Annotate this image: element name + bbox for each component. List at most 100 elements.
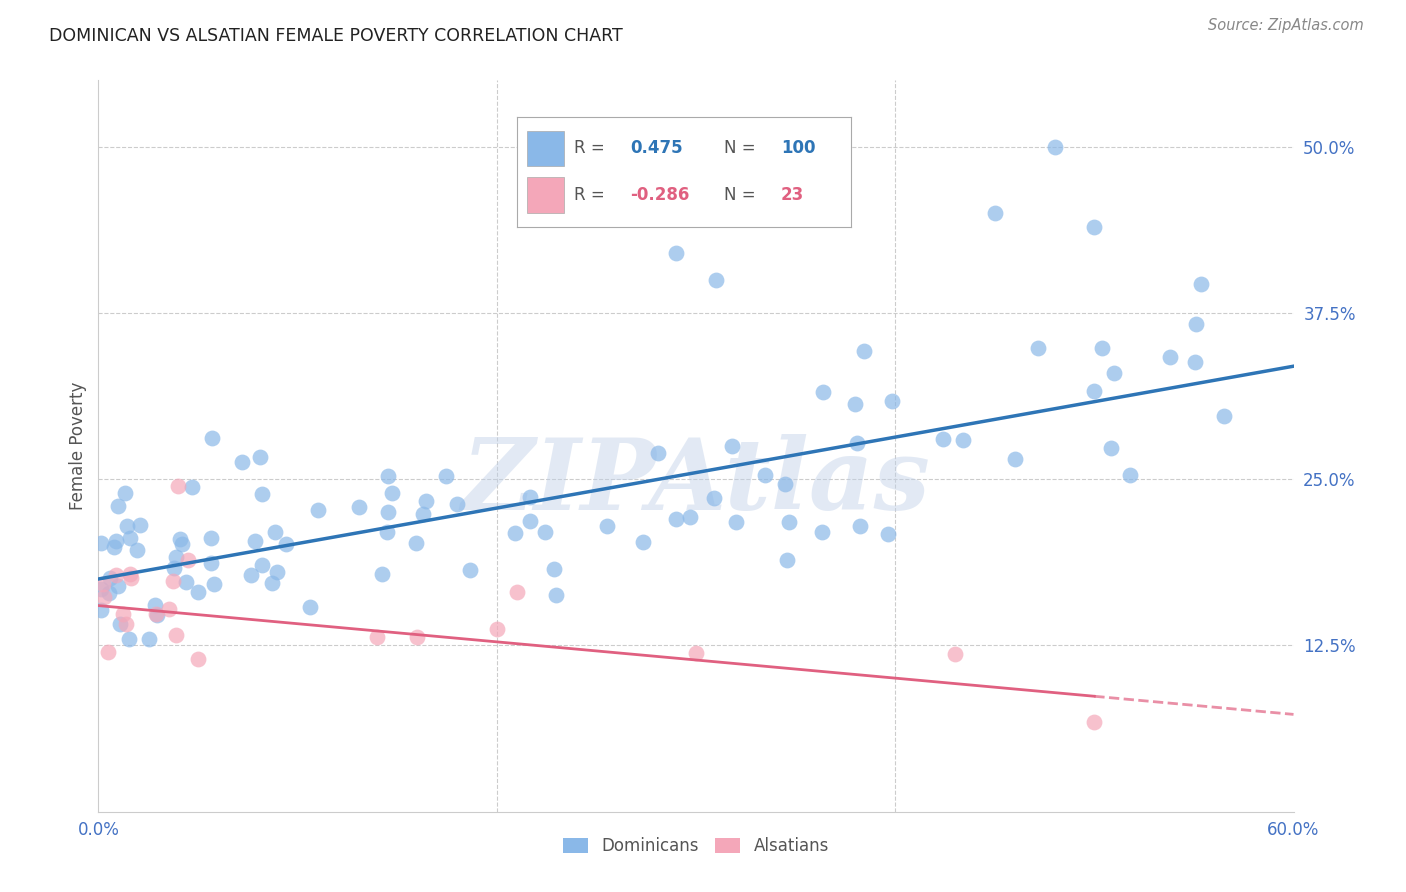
Point bbox=[882, 393, 904, 408]
Point bbox=[249, 450, 271, 465]
Point bbox=[1083, 714, 1105, 729]
Point bbox=[370, 566, 392, 581]
Point bbox=[90, 582, 112, 596]
Point bbox=[90, 603, 112, 617]
Point bbox=[260, 575, 283, 590]
Point bbox=[201, 432, 224, 446]
Point bbox=[776, 553, 799, 567]
Point bbox=[519, 491, 541, 505]
Point bbox=[1004, 452, 1026, 467]
Point bbox=[105, 568, 128, 582]
Point bbox=[276, 537, 298, 551]
Point bbox=[120, 531, 142, 545]
Point bbox=[169, 532, 191, 546]
Point bbox=[685, 646, 707, 660]
Point bbox=[1099, 441, 1122, 455]
Point bbox=[1184, 355, 1206, 369]
Point bbox=[1083, 384, 1105, 399]
Point bbox=[108, 617, 131, 632]
Point bbox=[115, 519, 138, 533]
Point bbox=[543, 562, 565, 576]
Point bbox=[176, 553, 198, 567]
Point bbox=[120, 571, 142, 585]
Point bbox=[107, 579, 129, 593]
Point bbox=[187, 652, 209, 666]
Point bbox=[754, 467, 776, 482]
Point bbox=[200, 531, 222, 545]
Point bbox=[534, 525, 557, 540]
Point bbox=[163, 561, 186, 575]
Point bbox=[724, 173, 747, 187]
Point bbox=[112, 607, 135, 621]
Point bbox=[157, 602, 180, 616]
Y-axis label: Female Poverty: Female Poverty bbox=[69, 382, 87, 510]
Point bbox=[1043, 140, 1066, 154]
Point bbox=[245, 534, 267, 549]
Point bbox=[174, 574, 197, 589]
Point bbox=[849, 519, 872, 533]
Point bbox=[250, 487, 273, 501]
Point bbox=[844, 397, 866, 411]
Point bbox=[1091, 341, 1114, 355]
Point bbox=[143, 598, 166, 612]
Point bbox=[129, 518, 152, 533]
Point bbox=[724, 516, 747, 530]
Point bbox=[952, 433, 974, 447]
Point bbox=[170, 537, 193, 551]
Point bbox=[104, 534, 127, 549]
Point bbox=[943, 647, 966, 661]
Point bbox=[1119, 467, 1142, 482]
Point bbox=[853, 344, 876, 359]
Point bbox=[811, 384, 834, 399]
Point bbox=[1083, 219, 1105, 234]
Point bbox=[98, 571, 121, 585]
Point bbox=[93, 590, 115, 604]
Point bbox=[145, 607, 167, 622]
Point bbox=[544, 588, 567, 602]
Point bbox=[97, 645, 120, 659]
Point bbox=[103, 540, 125, 554]
Legend: Dominicans, Alsatians: Dominicans, Alsatians bbox=[557, 830, 835, 862]
Point bbox=[375, 524, 398, 539]
Point bbox=[596, 519, 619, 533]
Point bbox=[503, 525, 526, 540]
Point bbox=[118, 566, 141, 581]
Point bbox=[846, 436, 869, 450]
Point bbox=[406, 630, 429, 644]
Point bbox=[485, 622, 508, 636]
Point bbox=[876, 526, 898, 541]
Point bbox=[381, 485, 404, 500]
Point bbox=[231, 455, 253, 469]
Point bbox=[266, 565, 288, 579]
Point bbox=[1185, 318, 1208, 332]
Point bbox=[165, 549, 187, 564]
Point bbox=[366, 630, 388, 644]
Point bbox=[984, 206, 1007, 220]
Point bbox=[202, 576, 225, 591]
Point bbox=[679, 510, 702, 524]
Text: Source: ZipAtlas.com: Source: ZipAtlas.com bbox=[1208, 18, 1364, 33]
Text: ZIPAtlas: ZIPAtlas bbox=[461, 434, 931, 531]
Point bbox=[98, 586, 121, 600]
Point bbox=[377, 469, 399, 483]
Point bbox=[145, 607, 167, 622]
Point bbox=[665, 246, 688, 260]
Point bbox=[167, 479, 190, 493]
Point bbox=[347, 500, 370, 514]
Point bbox=[138, 632, 160, 646]
Point bbox=[90, 535, 112, 549]
Point bbox=[377, 505, 399, 519]
Point bbox=[252, 558, 274, 573]
Point bbox=[647, 446, 669, 460]
Point bbox=[434, 468, 457, 483]
Point bbox=[810, 524, 832, 539]
Point bbox=[298, 599, 321, 614]
Point bbox=[1026, 341, 1049, 355]
Point bbox=[118, 632, 141, 646]
Text: DOMINICAN VS ALSATIAN FEMALE POVERTY CORRELATION CHART: DOMINICAN VS ALSATIAN FEMALE POVERTY COR… bbox=[49, 27, 623, 45]
Point bbox=[415, 494, 437, 508]
Point bbox=[1159, 351, 1181, 365]
Point bbox=[200, 556, 222, 570]
Point bbox=[165, 628, 187, 642]
Point bbox=[458, 563, 481, 577]
